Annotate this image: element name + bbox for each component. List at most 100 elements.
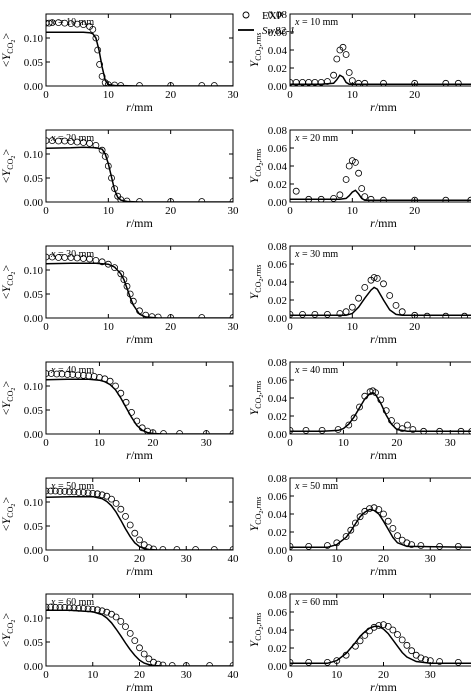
exp-point — [454, 79, 462, 86]
x-axis-label: r/mm — [126, 216, 153, 230]
exp-point — [333, 55, 341, 63]
y-tick-label: 0.05 — [24, 637, 44, 649]
y-axis-label-rms: YCO2,rms — [247, 265, 265, 300]
exp-point — [361, 283, 369, 291]
y-tick-label: 0.02 — [268, 643, 287, 655]
y-axis-label-mean: <YCO2> — [0, 613, 17, 648]
model-line — [290, 625, 471, 665]
exp-markers — [46, 370, 233, 434]
x-tick-label: 10 — [347, 205, 359, 217]
y-tick-label: 0.10 — [24, 149, 44, 161]
exp-point — [46, 19, 53, 27]
exp-point — [46, 487, 50, 495]
x-tick-label: 20 — [409, 321, 421, 333]
y-tick-label: 0.00 — [268, 661, 288, 673]
exp-point — [339, 43, 347, 51]
exp-point — [131, 637, 139, 644]
exp-point — [347, 526, 355, 534]
exp-point — [389, 626, 397, 634]
exp-point — [380, 510, 387, 518]
x-tick-label: 30 — [181, 553, 193, 565]
exp-point — [384, 623, 392, 630]
panel-annotation: x = 20 mm — [294, 133, 338, 144]
model-line — [46, 146, 233, 202]
exp-point — [290, 427, 294, 434]
exp-markers — [290, 387, 471, 434]
x-tick-label: 10 — [94, 437, 106, 449]
exp-markers — [290, 274, 468, 318]
exp-point — [423, 312, 431, 318]
exp-point — [392, 301, 400, 309]
exp-point — [159, 661, 167, 666]
exp-point — [442, 312, 450, 318]
exp-point — [394, 631, 401, 638]
y-tick-label: 0.10 — [24, 33, 44, 45]
exp-point — [131, 529, 139, 537]
exp-point — [384, 517, 392, 525]
exp-point — [351, 519, 359, 527]
x-axis-label: r/mm — [126, 448, 153, 462]
exp-point — [117, 270, 125, 278]
y-tick-label: 0.08 — [268, 9, 288, 21]
exp-point — [111, 264, 118, 272]
x-tick-label: 10 — [103, 321, 115, 333]
exp-point — [330, 194, 338, 202]
x-tick-label: 0 — [43, 669, 49, 681]
exp-point — [411, 79, 419, 86]
exp-point — [355, 294, 363, 302]
plot-frame — [45, 361, 234, 435]
exp-point — [290, 543, 294, 550]
mean-plot-1: 0 10 20 300.000.050.10r/mm<YCO2>x = 10 mm — [0, 13, 239, 114]
exp-point — [366, 388, 374, 396]
y-tick-label: 0.04 — [268, 45, 288, 57]
y-tick-label: 0.02 — [268, 295, 287, 307]
x-tick-label: 0 — [287, 321, 293, 333]
exp-point — [64, 371, 71, 378]
y-tick-label: 0.00 — [24, 197, 44, 209]
y-tick-label: 0.00 — [24, 661, 44, 673]
exp-point — [305, 543, 313, 550]
model-line — [46, 262, 233, 318]
y-tick-label: 0.10 — [24, 381, 44, 393]
exp-point — [292, 187, 300, 195]
exp-point — [323, 310, 331, 318]
exp-point — [61, 487, 69, 495]
x-tick-label: 10 — [347, 321, 359, 333]
legend-marker-exp — [242, 11, 250, 19]
x-tick-label: 30 — [228, 321, 240, 333]
exp-point — [86, 255, 93, 263]
exp-point — [333, 657, 341, 664]
exp-point — [117, 505, 125, 513]
exp-markers — [46, 19, 218, 86]
x-tick-label: 0 — [287, 437, 293, 449]
exp-point — [74, 371, 82, 379]
model-line — [46, 495, 233, 550]
x-tick-label: 10 — [331, 553, 343, 565]
legend-label-exp: EXP — [262, 10, 283, 22]
exp-point — [103, 608, 111, 616]
exp-point — [46, 370, 50, 377]
y-tick-label: 0.00 — [24, 429, 44, 441]
x-tick-label: 20 — [134, 669, 146, 681]
mean-plot-3: 0 10 20 30 0.00 0.05 0.10 r/mm <YCO2> x = 30 mm — [0, 245, 240, 346]
exp-point — [336, 191, 344, 199]
y-tick-label: 0.00 — [268, 313, 288, 325]
plot-frame — [45, 245, 234, 319]
panel-annotation: x = 60 mm — [50, 597, 94, 608]
x-tick-label: 10 — [103, 205, 115, 217]
exp-point — [145, 544, 153, 550]
y-tick-label: 0.10 — [24, 265, 44, 277]
y-tick-label: 0.06 — [268, 607, 288, 619]
exp-point — [398, 308, 406, 316]
exp-markers — [46, 487, 233, 550]
exp-point — [92, 256, 100, 264]
exp-point — [302, 426, 310, 434]
panel-annotation: x = 40 mm — [294, 365, 338, 376]
y-axis-label-rms: YCO2,rms — [247, 497, 265, 532]
model-line — [46, 31, 233, 86]
exp-markers — [290, 621, 462, 666]
exp-point — [136, 644, 143, 652]
x-tick-label: 30 — [425, 669, 437, 681]
x-axis-label: r/mm — [126, 564, 153, 578]
